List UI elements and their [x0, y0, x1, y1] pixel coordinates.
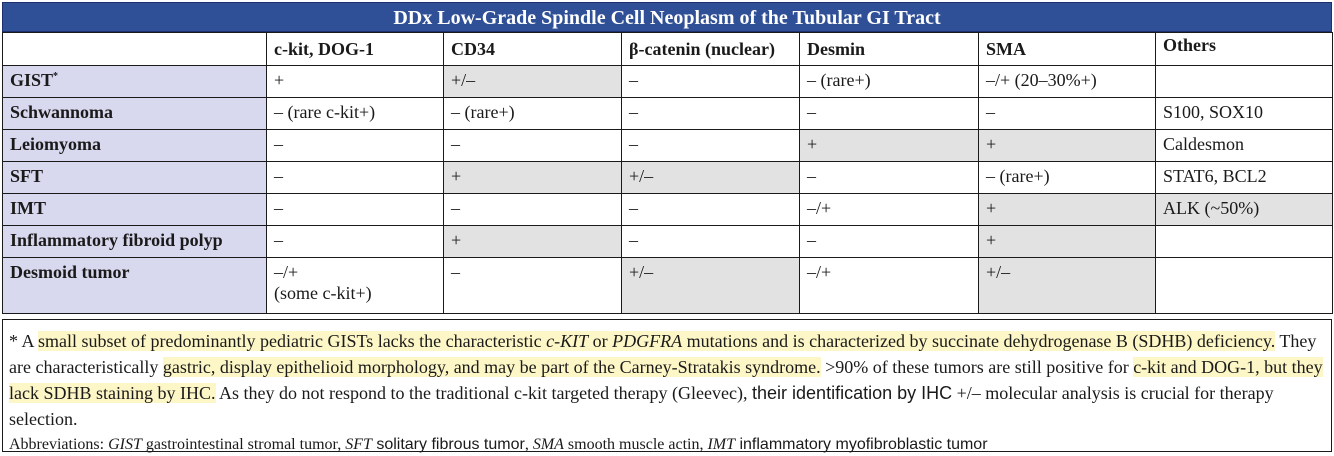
table-cell: Caldesmon	[1155, 129, 1333, 162]
table-cell: –/+	[799, 193, 979, 226]
table-cell: +/–	[621, 161, 800, 194]
table-row: SFT – + +/– – – (rare+) STAT6, BCL2	[2, 161, 1333, 194]
table-cell: +	[266, 65, 444, 98]
row-label: Desmoid tumor	[2, 257, 267, 314]
header-corner	[2, 32, 267, 66]
header-beta-catenin: β-catenin (nuclear)	[621, 32, 800, 66]
abbreviations: Abbreviations: GIST gastrointestinal str…	[9, 436, 988, 453]
footnote: * A small subset of predominantly pediat…	[2, 319, 1332, 453]
table-cell: –	[266, 225, 444, 258]
table-cell: S100, SOX10	[1155, 97, 1333, 130]
table-cell: –	[799, 97, 979, 130]
row-label: Inflammatory fibroid polyp	[2, 225, 267, 258]
row-label: GIST*	[2, 65, 267, 98]
table-cell: –	[799, 225, 979, 258]
table-cell: –	[443, 193, 622, 226]
table-cell: –	[621, 97, 800, 130]
highlight: small subset of predominantly pediatric …	[38, 331, 1276, 351]
table-cell: –	[621, 193, 800, 226]
table-row: Inflammatory fibroid polyp – + – – +	[2, 225, 1333, 258]
table-cell: – (rare+)	[978, 161, 1156, 194]
table-cell: – (rare+)	[799, 65, 979, 98]
table-cell: –	[443, 257, 622, 314]
table-cell: +/–	[621, 257, 800, 314]
table-cell	[1155, 225, 1333, 258]
table-cell: +/–	[443, 65, 622, 98]
table-cell: –	[621, 225, 800, 258]
table-cell: +	[443, 225, 622, 258]
table-row: Desmoid tumor –/+ (some c-kit+) – +/– –/+…	[2, 257, 1333, 314]
table-cell: +/–	[978, 257, 1156, 314]
header-ckit: c-kit, DOG-1	[266, 32, 444, 66]
table-cell: –	[266, 129, 444, 162]
table-cell: –	[621, 129, 800, 162]
table-cell: +	[799, 129, 979, 162]
table-cell: +	[978, 193, 1156, 226]
table-cell: –/+ (some c-kit+)	[266, 257, 444, 314]
table-cell: – (rare+)	[443, 97, 622, 130]
table-cell: –	[978, 97, 1156, 130]
table-row: IMT – – – –/+ + ALK (~50%)	[2, 193, 1333, 226]
header-cd34: CD34	[443, 32, 622, 66]
table-cell: –	[799, 161, 979, 194]
table-cell: –	[266, 161, 444, 194]
table-cell: –	[621, 65, 800, 98]
table-cell: – (rare c-kit+)	[266, 97, 444, 130]
header-sma: SMA	[978, 32, 1156, 66]
footnote-text: * A small subset of predominantly pediat…	[9, 331, 1323, 429]
table-cell: –/+ (20–30%+)	[978, 65, 1156, 98]
table-cell: –	[443, 129, 622, 162]
table-cell: +	[978, 129, 1156, 162]
table-cell	[1155, 65, 1333, 98]
row-label: IMT	[2, 193, 267, 226]
table-cell: –	[266, 193, 444, 226]
header-row: c-kit, DOG-1 CD34 β-catenin (nuclear) De…	[2, 32, 1333, 66]
ddx-table: c-kit, DOG-1 CD34 β-catenin (nuclear) De…	[2, 32, 1333, 314]
highlight: gastric, display epithelioid morphology,…	[162, 357, 821, 377]
table-row: Schwannoma – (rare c-kit+) – (rare+) – –…	[2, 97, 1333, 130]
table-cell: ALK (~50%)	[1155, 193, 1333, 226]
row-label: Leiomyoma	[2, 129, 267, 162]
row-label: Schwannoma	[2, 97, 267, 130]
table-cell: +	[978, 225, 1156, 258]
table-title: DDx Low-Grade Spindle Cell Neoplasm of t…	[2, 2, 1332, 32]
table-row: Leiomyoma – – – + + Caldesmon	[2, 129, 1333, 162]
row-label: SFT	[2, 161, 267, 194]
table-cell	[1155, 257, 1333, 314]
header-others: Others	[1155, 32, 1333, 66]
table-cell: –/+	[799, 257, 979, 314]
table-cell: STAT6, BCL2	[1155, 161, 1333, 194]
table-row: GIST* + +/– – – (rare+) –/+ (20–30%+)	[2, 65, 1333, 98]
table-cell: +	[443, 161, 622, 194]
header-desmin: Desmin	[799, 32, 979, 66]
